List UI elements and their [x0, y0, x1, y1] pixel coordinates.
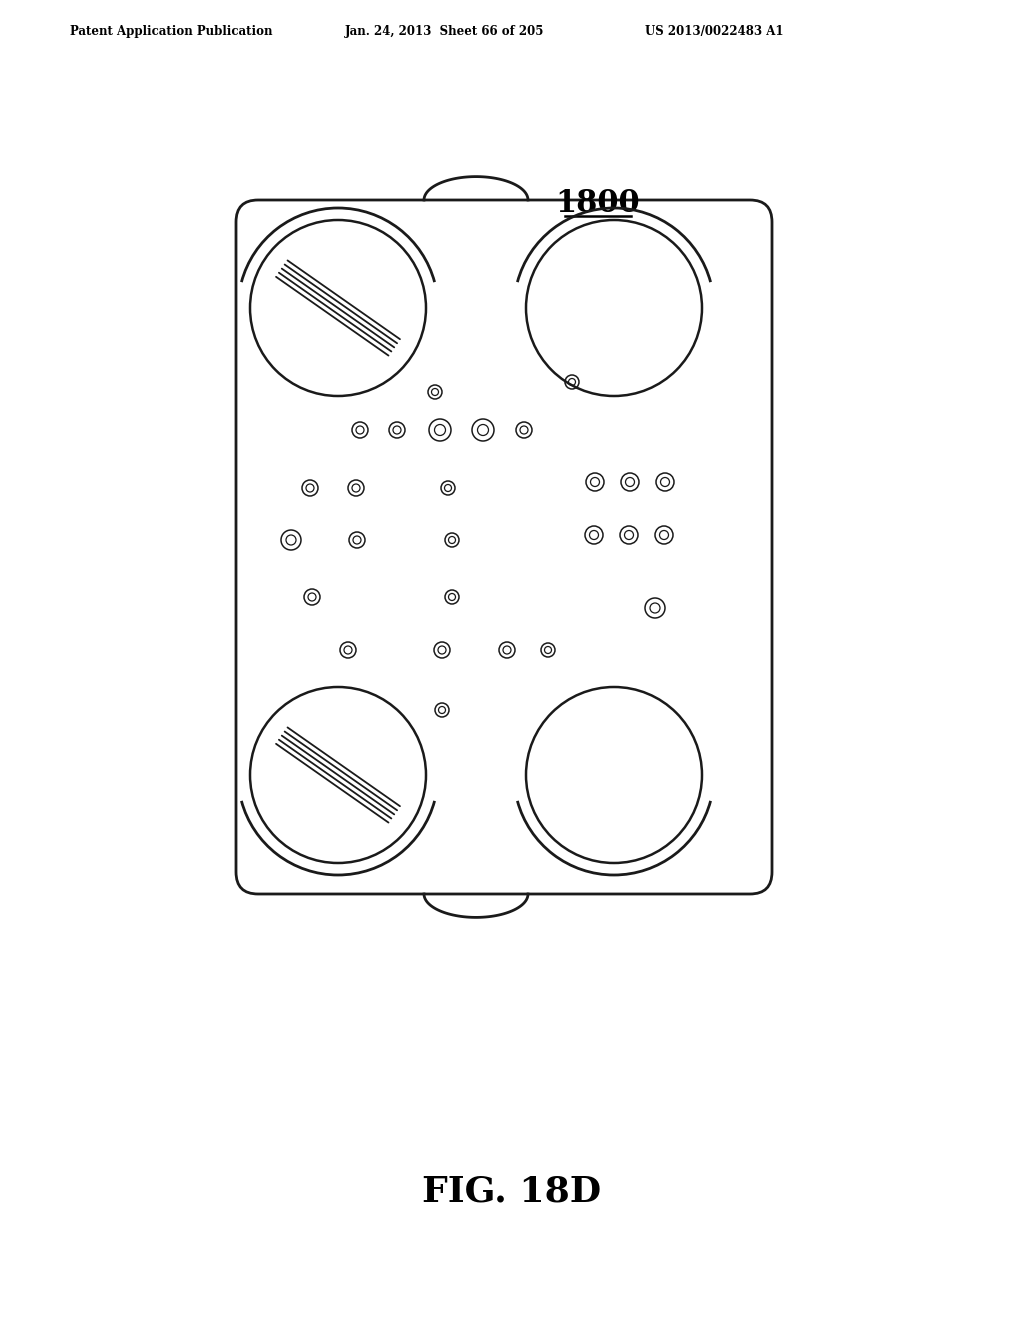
- Text: Patent Application Publication: Patent Application Publication: [70, 25, 272, 38]
- Text: FIG. 18D: FIG. 18D: [423, 1175, 601, 1209]
- Text: Jan. 24, 2013  Sheet 66 of 205: Jan. 24, 2013 Sheet 66 of 205: [345, 25, 545, 38]
- Text: US 2013/0022483 A1: US 2013/0022483 A1: [645, 25, 783, 38]
- FancyBboxPatch shape: [236, 201, 772, 894]
- Text: 1800: 1800: [556, 187, 640, 219]
